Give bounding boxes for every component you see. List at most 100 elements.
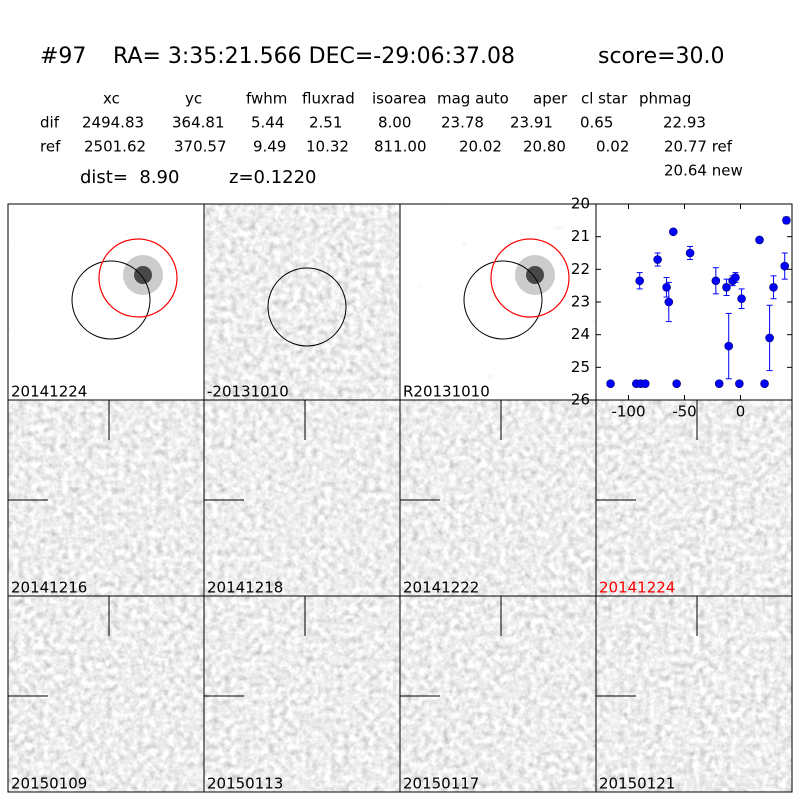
table-cell: 20.77 ref <box>664 138 733 156</box>
data-point <box>769 282 778 292</box>
data-point <box>653 255 662 264</box>
panel-label: 20141224 <box>599 579 675 597</box>
source-glow <box>515 255 555 295</box>
table-cell: 370.57 <box>174 138 227 156</box>
row-label: ref <box>40 138 61 156</box>
data-point <box>755 235 764 245</box>
stamp-image <box>400 204 596 400</box>
stamp-image <box>400 596 596 792</box>
ref-circle <box>463 260 543 340</box>
panel-frame <box>595 595 793 793</box>
ref-circle <box>267 267 347 347</box>
new-mag: 20.64 new <box>664 162 743 180</box>
column-header: phmag <box>639 90 691 108</box>
panel-label: 20150121 <box>599 775 675 793</box>
y-tick-label: 20 <box>571 195 590 213</box>
column-header: yc <box>185 90 202 108</box>
data-point <box>722 282 731 292</box>
data-point <box>780 261 790 271</box>
y-tick-label: 23 <box>571 293 590 311</box>
table-cell: 811.00 <box>374 138 427 156</box>
panel-label: R20131010 <box>403 383 490 401</box>
table-cell: 2501.62 <box>84 138 146 156</box>
panel-label: -20131010 <box>207 383 289 401</box>
panel-label: 20141222 <box>403 579 479 597</box>
source-blob <box>526 266 544 284</box>
column-header: xc <box>103 90 120 108</box>
stamp-image <box>596 596 792 792</box>
redshift: z=0.1220 <box>229 167 317 188</box>
score: score=30.0 <box>598 44 725 69</box>
table-cell: 0.02 <box>596 138 629 156</box>
stamp-image <box>8 204 204 400</box>
coordinates: RA= 3:35:21.566 DEC=-29:06:37.08 <box>113 44 515 69</box>
data-point <box>635 276 644 286</box>
plot-bg <box>595 203 793 401</box>
column-header: isoarea <box>372 90 427 108</box>
stamp-image <box>204 596 400 792</box>
stamp-image <box>204 400 400 596</box>
data-point <box>672 379 681 388</box>
stamp-image <box>400 400 596 596</box>
panel-label: 20150109 <box>11 775 87 793</box>
data-point <box>668 227 678 237</box>
table-cell: 20.80 <box>523 138 566 156</box>
candidate-id: #97 <box>40 44 86 69</box>
data-point <box>765 333 774 343</box>
data-point <box>731 273 740 282</box>
stamp-image <box>8 596 204 792</box>
data-point <box>737 294 746 304</box>
data-point <box>640 379 650 388</box>
data-point <box>662 282 671 292</box>
table-cell: 23.78 <box>441 114 484 132</box>
source-blob <box>134 266 152 284</box>
y-tick-label: 26 <box>571 391 590 409</box>
panel-label: 20150113 <box>207 775 283 793</box>
ref-circle <box>71 260 151 340</box>
data-point <box>685 248 695 258</box>
data-point <box>760 379 769 388</box>
new-circle <box>490 238 570 318</box>
column-header: aper <box>533 90 568 108</box>
y-tick-label: 24 <box>571 325 590 343</box>
panel-label: 20150117 <box>403 775 479 793</box>
data-point <box>724 341 734 351</box>
table-cell: 8.00 <box>378 114 411 132</box>
data-point <box>782 216 791 225</box>
table-cell: 2.51 <box>309 114 342 132</box>
panel-label: 20141216 <box>11 579 87 597</box>
source-glow <box>123 255 163 295</box>
data-point <box>735 379 744 388</box>
stamp-image <box>8 400 204 596</box>
table-cell: 20.02 <box>459 138 502 156</box>
row-label: dif <box>40 114 60 132</box>
column-header: fwhm <box>246 90 287 108</box>
table-cell: 9.49 <box>253 138 286 156</box>
x-tick-label: -50 <box>672 403 697 421</box>
column-header: mag auto <box>437 90 509 108</box>
y-tick-label: 25 <box>571 358 590 376</box>
y-tick-label: 21 <box>571 227 590 245</box>
stamp-image <box>596 400 792 596</box>
table-cell: 5.44 <box>251 114 284 132</box>
panel-label: 20141218 <box>207 579 283 597</box>
new-circle <box>98 238 178 318</box>
table-cell: 2494.83 <box>82 114 144 132</box>
column-header: fluxrad <box>302 90 355 108</box>
stamp-image <box>204 204 400 400</box>
table-cell: 10.32 <box>306 138 349 156</box>
distance: dist= 8.90 <box>80 167 179 188</box>
panel-label: 20141224 <box>11 383 87 401</box>
data-point <box>664 297 674 307</box>
x-tick-label: 0 <box>736 403 746 421</box>
y-tick-label: 22 <box>571 260 590 278</box>
data-point <box>711 276 721 286</box>
data-point <box>606 379 615 388</box>
x-tick-label: -100 <box>611 403 645 421</box>
table-cell: 22.93 <box>663 114 706 132</box>
column-header: cl star <box>581 90 628 108</box>
table-cell: 23.91 <box>510 114 553 132</box>
table-cell: 0.65 <box>580 114 613 132</box>
data-point <box>714 379 724 388</box>
